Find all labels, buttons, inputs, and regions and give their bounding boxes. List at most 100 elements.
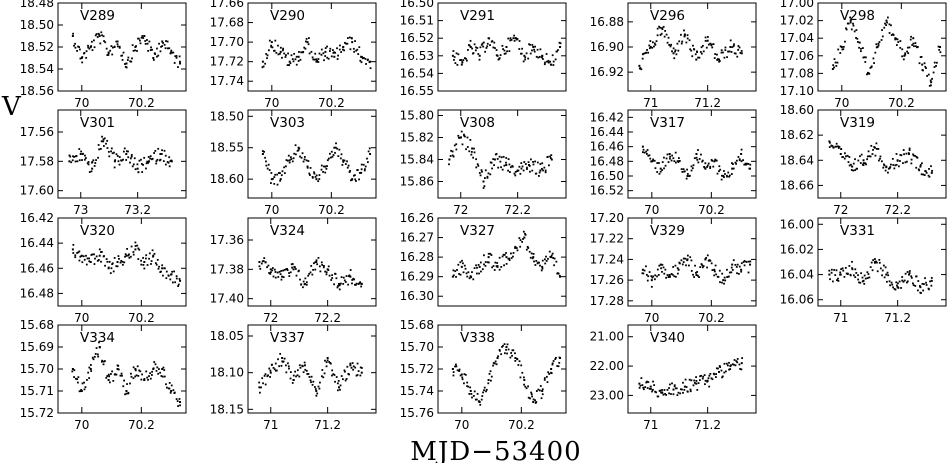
data-point [160,270,162,273]
data-point [905,160,908,163]
data-point [303,158,306,161]
data-point [731,263,734,266]
data-point [106,375,109,377]
data-point [702,375,705,378]
data-point [168,387,171,390]
data-point [168,47,171,50]
data-point [658,172,661,175]
data-point [292,379,295,382]
data-point [144,257,147,260]
data-point [646,380,648,383]
data-point [664,392,667,395]
data-point [492,265,495,267]
data-point [127,254,130,257]
x-tick-label: 71.2 [694,96,721,110]
data-point [344,281,347,283]
data-point [728,271,731,274]
data-point [537,56,540,59]
data-point [641,268,644,271]
data-point [692,273,694,276]
data-point [718,370,721,373]
data-point [670,393,672,395]
data-point [686,175,689,177]
data-point [338,148,341,151]
data-point [160,153,163,155]
data-point [350,37,353,40]
x-tick-label: 72 [263,311,278,325]
x-tick-label: 70 [74,311,89,325]
data-point [852,162,855,165]
data-point [657,395,660,398]
data-point [449,155,452,157]
data-point [684,257,687,260]
data-point [505,161,507,164]
data-point [89,364,92,366]
data-point [91,356,94,359]
data-point [103,40,105,42]
data-point [671,154,674,157]
data-point [295,55,298,58]
data-point [476,47,479,49]
data-point [342,159,345,162]
data-point [349,362,352,365]
data-point [695,380,698,382]
data-point [501,345,503,348]
data-point [662,266,665,269]
data-point [660,391,662,394]
data-point [647,381,650,384]
data-point [832,146,835,149]
data-point [348,36,351,39]
data-point [494,360,497,363]
data-point [269,272,272,275]
data-point [346,166,349,169]
data-point [908,270,911,272]
data-point [745,260,748,263]
data-point [360,367,363,369]
data-point [358,178,361,181]
data-point [125,159,128,161]
data-point [108,155,111,158]
data-point [658,264,661,267]
y-axis-label: V [1,92,22,122]
data-point [915,166,918,169]
data-point [74,254,77,257]
data-point [270,44,273,47]
data-point [505,256,508,259]
data-point [325,167,328,170]
data-point [71,35,74,37]
y-tick-label: 16.48 [590,154,624,168]
data-point [302,280,305,283]
y-tick-label: 16.27 [400,231,434,245]
data-point [888,280,891,283]
data-point [73,369,76,372]
data-point [546,60,548,63]
data-point [113,160,116,163]
data-point [127,150,129,153]
data-point [84,157,87,159]
data-point [264,261,267,264]
data-point [102,138,105,141]
data-point [451,54,454,57]
data-point [175,277,178,280]
data-point [324,165,327,168]
data-point [514,247,516,249]
data-point [330,150,333,153]
data-point [481,42,484,45]
data-point [541,265,544,268]
data-point [673,275,676,278]
panel-frame [627,324,757,414]
data-point [88,47,91,50]
data-point [482,187,485,189]
data-point [332,154,335,156]
data-point [450,149,453,152]
data-point [479,174,482,177]
data-point [301,152,304,155]
data-point [91,167,94,170]
data-point [177,405,180,407]
data-point [457,53,460,56]
data-point [363,57,365,59]
data-point [334,51,337,54]
y-tick-label: 17.68 [210,16,244,30]
data-point [125,392,128,395]
